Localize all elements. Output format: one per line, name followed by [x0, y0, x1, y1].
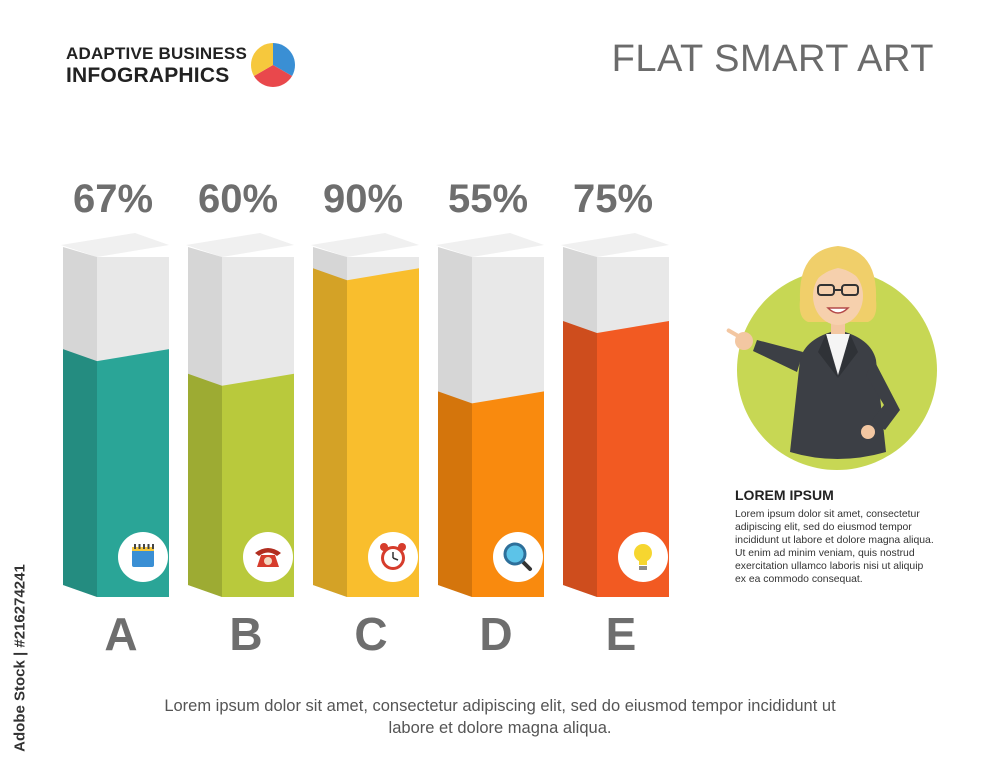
bar-C	[311, 233, 419, 597]
watermark-text: Adobe Stock | #216274241	[11, 564, 29, 752]
bar-top-face	[436, 233, 544, 257]
category-label: B	[229, 608, 262, 660]
watermark: Adobe Stock | #216274241	[8, 548, 32, 768]
magnifier-icon	[493, 532, 543, 582]
lightbulb-icon	[618, 532, 668, 582]
bar-E	[561, 233, 669, 597]
value-label: 60%	[198, 177, 278, 221]
logo-title-line1: ADAPTIVE BUSINESS	[66, 44, 247, 63]
category-label: E	[606, 608, 637, 660]
slide-title: FLAT SMART ART	[611, 38, 934, 80]
presenter-illustration	[726, 246, 937, 470]
bar-D	[436, 233, 544, 597]
telephone-icon	[243, 532, 293, 582]
bar-side-fill	[563, 321, 597, 597]
bar-top-face	[311, 233, 419, 257]
pie-logo-icon	[251, 43, 295, 87]
bar-A	[61, 233, 169, 597]
bar-top-face	[61, 233, 169, 257]
alarm-clock-icon	[368, 532, 418, 582]
category-label: C	[354, 608, 387, 660]
value-label: 90%	[323, 177, 403, 221]
side-panel-body: Lorem ipsum dolor sit amet, consectetur …	[735, 509, 934, 585]
bar-side-fill	[63, 349, 97, 597]
bar-front-fill	[347, 268, 419, 597]
side-panel-heading: LOREM IPSUM	[735, 487, 834, 503]
category-label: A	[104, 608, 137, 660]
bar-side-fill	[313, 268, 347, 597]
value-label: 67%	[73, 177, 153, 221]
category-label: D	[479, 608, 512, 660]
bar-top-face	[186, 233, 294, 257]
logo-title-line2: INFOGRAPHICS	[66, 64, 230, 87]
notepad-icon	[118, 532, 168, 582]
bar-B	[186, 233, 294, 597]
bar-top-face	[561, 233, 669, 257]
bar-side-fill	[188, 373, 222, 597]
value-label: 55%	[448, 177, 528, 221]
value-label: 75%	[573, 177, 653, 221]
bar-front-fill	[597, 321, 669, 597]
footer-text: Lorem ipsum dolor sit amet, consectetur …	[164, 697, 836, 737]
bar-side-fill	[438, 391, 472, 597]
